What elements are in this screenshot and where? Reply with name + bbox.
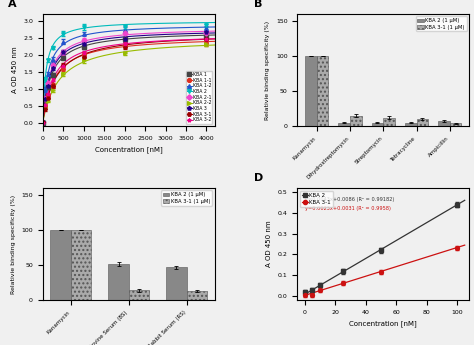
Text: y=0.0043x+0.0086 (R² = 0.99182): y=0.0043x+0.0086 (R² = 0.99182) xyxy=(305,197,394,203)
Legend: KBA 1, KBA 1-1, KBA 1-2, KBA 2, KBA 2-1, KBA 2-2, KBA 3, KBA 3-1, KBA 3-2: KBA 1, KBA 1-1, KBA 1-2, KBA 2, KBA 2-1,… xyxy=(186,70,212,124)
Bar xyxy=(350,116,362,126)
X-axis label: Concentration [nM]: Concentration [nM] xyxy=(95,146,163,153)
Bar xyxy=(71,230,91,300)
Y-axis label: A OD 450 nm: A OD 450 nm xyxy=(11,47,18,93)
Text: D: D xyxy=(254,173,264,183)
Legend: KBA 2 (1 μM), KBA 3-1 (1 μM): KBA 2 (1 μM), KBA 3-1 (1 μM) xyxy=(416,17,466,31)
Bar xyxy=(305,56,317,126)
Y-axis label: Relativie binding specificity (%): Relativie binding specificity (%) xyxy=(265,20,270,119)
Bar xyxy=(50,230,71,300)
Bar xyxy=(166,267,187,300)
Bar xyxy=(405,122,417,126)
Bar xyxy=(450,123,462,126)
X-axis label: Concentration [nM]: Concentration [nM] xyxy=(349,321,417,327)
Legend: KBA 2 (1 μM), KBA 3-1 (1 μM): KBA 2 (1 μM), KBA 3-1 (1 μM) xyxy=(161,190,212,206)
Legend: KBA 2, KBA 3-1: KBA 2, KBA 3-1 xyxy=(300,191,333,207)
Text: A: A xyxy=(8,0,17,9)
Y-axis label: Relativie binding specificity (%): Relativie binding specificity (%) xyxy=(11,195,16,294)
Bar xyxy=(317,56,328,126)
Bar xyxy=(128,290,149,300)
Text: y=0.0023x+0.0031 (R² = 0.9958): y=0.0023x+0.0031 (R² = 0.9958) xyxy=(305,206,391,211)
Bar xyxy=(338,122,350,126)
Text: B: B xyxy=(254,0,263,9)
Bar xyxy=(187,291,207,300)
Bar xyxy=(438,121,450,126)
Bar xyxy=(109,264,128,300)
Bar xyxy=(417,119,428,126)
Bar xyxy=(372,122,383,126)
Bar xyxy=(383,118,395,126)
Y-axis label: A OD 450 nm: A OD 450 nm xyxy=(266,221,272,267)
